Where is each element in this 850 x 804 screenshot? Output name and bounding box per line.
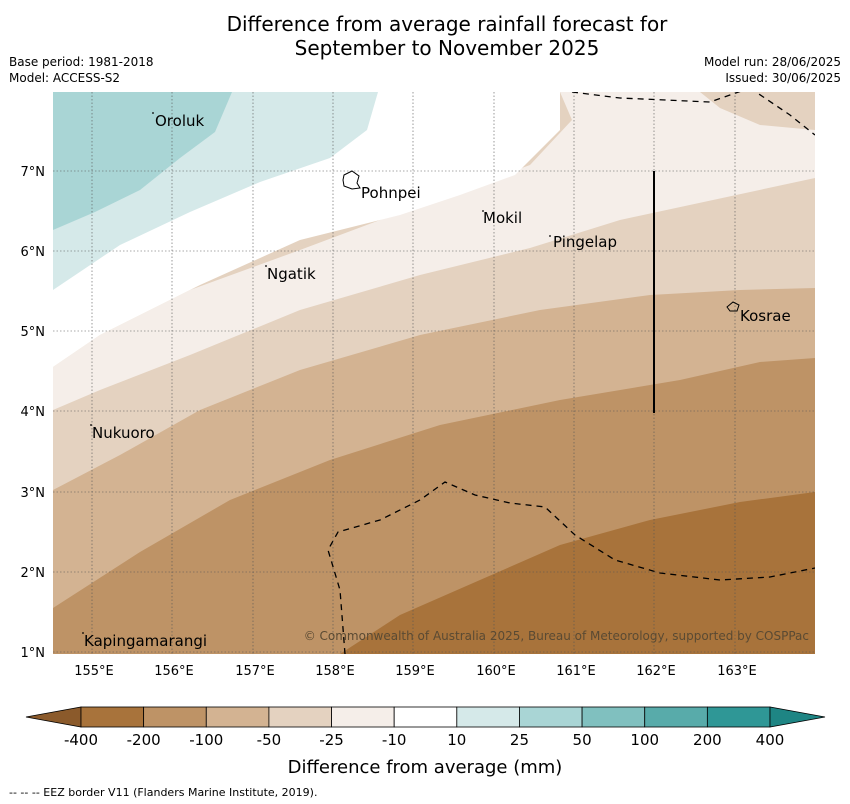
model-run: Model run: 28/06/2025 bbox=[703, 55, 841, 69]
colorbar-tick-label: -50 bbox=[257, 731, 282, 749]
colorbar-title: Difference from average (mm) bbox=[288, 757, 563, 778]
issued-date: Issued: 30/06/2025 bbox=[725, 71, 841, 85]
lon-label: 156°E bbox=[154, 664, 194, 679]
pohnpei-outline bbox=[342, 170, 361, 190]
colorbar-tick-label: 10 bbox=[447, 731, 466, 749]
eez-borders bbox=[327, 92, 815, 654]
colorbar-segment bbox=[519, 706, 583, 728]
colorbar-segment bbox=[581, 706, 646, 728]
colorbar-segment bbox=[143, 706, 207, 728]
lat-label: 2°N bbox=[21, 566, 46, 581]
label-kapingamarangi: Kapingamarangi bbox=[84, 632, 207, 650]
lon-label: 161°E bbox=[556, 664, 596, 679]
lon-label: 163°E bbox=[717, 664, 757, 679]
colorbar-segment bbox=[205, 706, 270, 728]
colorbar-segment bbox=[644, 706, 708, 728]
label-mokil: Mokil bbox=[483, 209, 522, 227]
lat-axis: 7°N 6°N 5°N 4°N 3°N 2°N 1°N bbox=[21, 165, 46, 661]
kapingamarangi-dot bbox=[82, 632, 84, 634]
lat-label: 1°N bbox=[21, 646, 46, 661]
colorbar: -400 -200 -100 -50 -25 -10 10 25 50 100 200 400 Dif… bbox=[25, 706, 826, 778]
lon-label: 159°E bbox=[395, 664, 435, 679]
colorbar-segment bbox=[331, 706, 395, 728]
ngatik-dot bbox=[265, 265, 267, 267]
lon-label: 160°E bbox=[476, 664, 516, 679]
band-ne-minus50 bbox=[700, 92, 815, 130]
band-minus400 bbox=[340, 492, 815, 654]
copyright-credit: © Commonwealth of Australia 2025, Bureau… bbox=[304, 629, 809, 643]
colorbar-segment bbox=[268, 706, 332, 728]
colorbar-segment bbox=[706, 706, 771, 728]
lat-label: 5°N bbox=[21, 325, 46, 340]
colorbar-segment bbox=[80, 706, 145, 728]
lon-label: 157°E bbox=[235, 664, 275, 679]
meta-left: Base period: 1981-2018 Model: ACCESS-S2 bbox=[9, 54, 154, 86]
lat-label: 7°N bbox=[21, 165, 46, 180]
base-period: Base period: 1981-2018 bbox=[9, 55, 154, 69]
lon-label: 155°E bbox=[74, 664, 114, 679]
contour-layer: Oroluk Pohnpei Mokil Pingelap Ngatik Kos… bbox=[53, 92, 815, 654]
mokil-dot bbox=[482, 210, 484, 212]
label-oroluk: Oroluk bbox=[155, 112, 204, 130]
title-line-1: Difference from average rainfall forecas… bbox=[226, 12, 668, 36]
kosrae-outline bbox=[726, 301, 740, 312]
label-pingelap: Pingelap bbox=[553, 233, 617, 251]
meta-right: Model run: 28/06/2025 Issued: 30/06/2025 bbox=[704, 54, 841, 86]
lat-label: 4°N bbox=[21, 405, 46, 420]
colorbar-tick-label: 200 bbox=[693, 731, 722, 749]
band-minus25 bbox=[53, 92, 815, 410]
colorbar-high-arrow bbox=[769, 706, 826, 728]
colorbar-segment bbox=[393, 706, 458, 728]
eez-footnote: -- -- -- EEZ border V11 (Flanders Marine… bbox=[9, 786, 318, 799]
colorbar-tick-label: -10 bbox=[382, 731, 407, 749]
colorbar-tick-label: -100 bbox=[189, 731, 223, 749]
colorbar-tick-label: -25 bbox=[319, 731, 344, 749]
lat-label: 3°N bbox=[21, 486, 46, 501]
map-title: Difference from average rainfall forecas… bbox=[0, 12, 850, 60]
colorbar-tick-label: 25 bbox=[510, 731, 529, 749]
label-ngatik: Ngatik bbox=[267, 265, 316, 283]
title-line-2: September to November 2025 bbox=[294, 36, 600, 60]
pingelap-dot bbox=[549, 235, 551, 237]
lon-label: 158°E bbox=[315, 664, 355, 679]
colorbar-tick-label: -400 bbox=[64, 731, 98, 749]
colorbar-low-arrow bbox=[25, 706, 82, 728]
lon-label: 162°E bbox=[636, 664, 676, 679]
nukuoro-dot bbox=[90, 424, 92, 426]
label-nukuoro: Nukuoro bbox=[92, 424, 155, 442]
lat-label: 6°N bbox=[21, 245, 46, 260]
colorbar-tick-label: 400 bbox=[756, 731, 785, 749]
lon-axis: 155°E 156°E 157°E 158°E 159°E 160°E 161°… bbox=[74, 664, 757, 679]
colorbar-tick-label: 100 bbox=[630, 731, 659, 749]
oroluk-dot bbox=[152, 112, 154, 114]
band-plus25 bbox=[53, 92, 232, 230]
colorbar-segment bbox=[456, 706, 520, 728]
label-kosrae: Kosrae bbox=[740, 307, 791, 325]
colorbar-tick-label: 50 bbox=[573, 731, 592, 749]
label-pohnpei: Pohnpei bbox=[361, 184, 421, 202]
colorbar-tick-label: -200 bbox=[127, 731, 161, 749]
model-name: Model: ACCESS-S2 bbox=[9, 71, 121, 85]
